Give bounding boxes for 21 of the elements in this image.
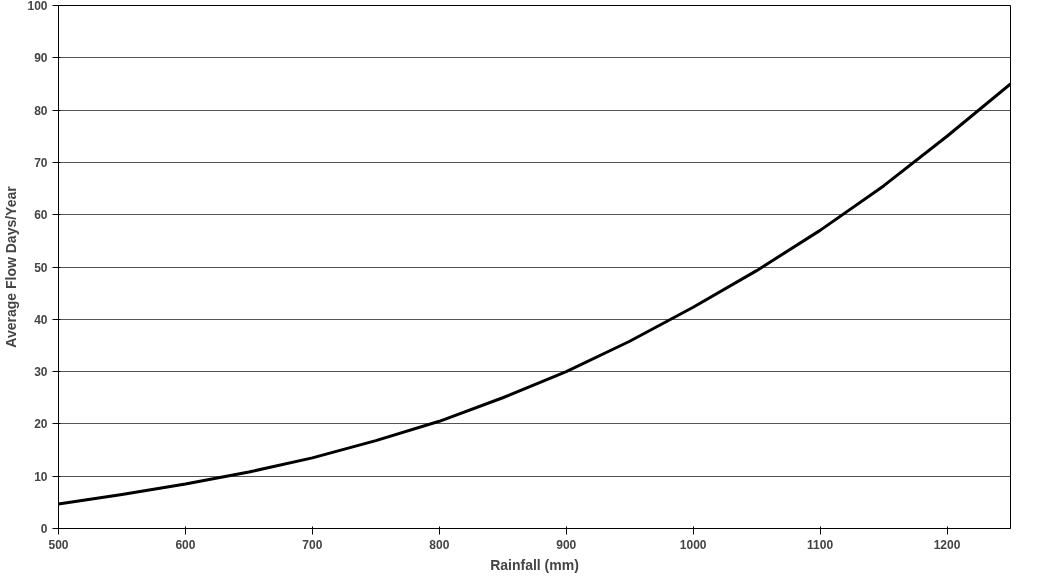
x-tick-label: 500 — [48, 537, 69, 552]
y-tick-label: 20 — [34, 417, 48, 432]
y-tick-label: 80 — [34, 103, 48, 118]
x-tick-label: 1100 — [807, 537, 834, 552]
y-tick-label: 50 — [34, 260, 48, 275]
y-tick-label: 60 — [34, 208, 48, 223]
y-axis-title: Average Flow Days/Year — [3, 185, 20, 348]
y-tick-label: 100 — [27, 0, 48, 13]
y-tick-label: 30 — [34, 365, 48, 380]
y-tick-label: 90 — [34, 51, 48, 66]
x-tick-label: 1000 — [679, 537, 707, 552]
y-tick-label: 40 — [34, 312, 48, 327]
x-tick-label: 1200 — [933, 537, 961, 552]
y-tick-label: 70 — [34, 155, 48, 170]
x-axis-title: Rainfall (mm) — [490, 556, 579, 573]
x-tick-label: 900 — [556, 537, 577, 552]
y-tick-label: 0 — [40, 522, 48, 536]
y-tick-label: 10 — [34, 469, 48, 484]
x-tick-label: 800 — [429, 537, 450, 552]
x-tick-label: 600 — [175, 537, 196, 552]
x-tick-label: 700 — [302, 537, 323, 552]
